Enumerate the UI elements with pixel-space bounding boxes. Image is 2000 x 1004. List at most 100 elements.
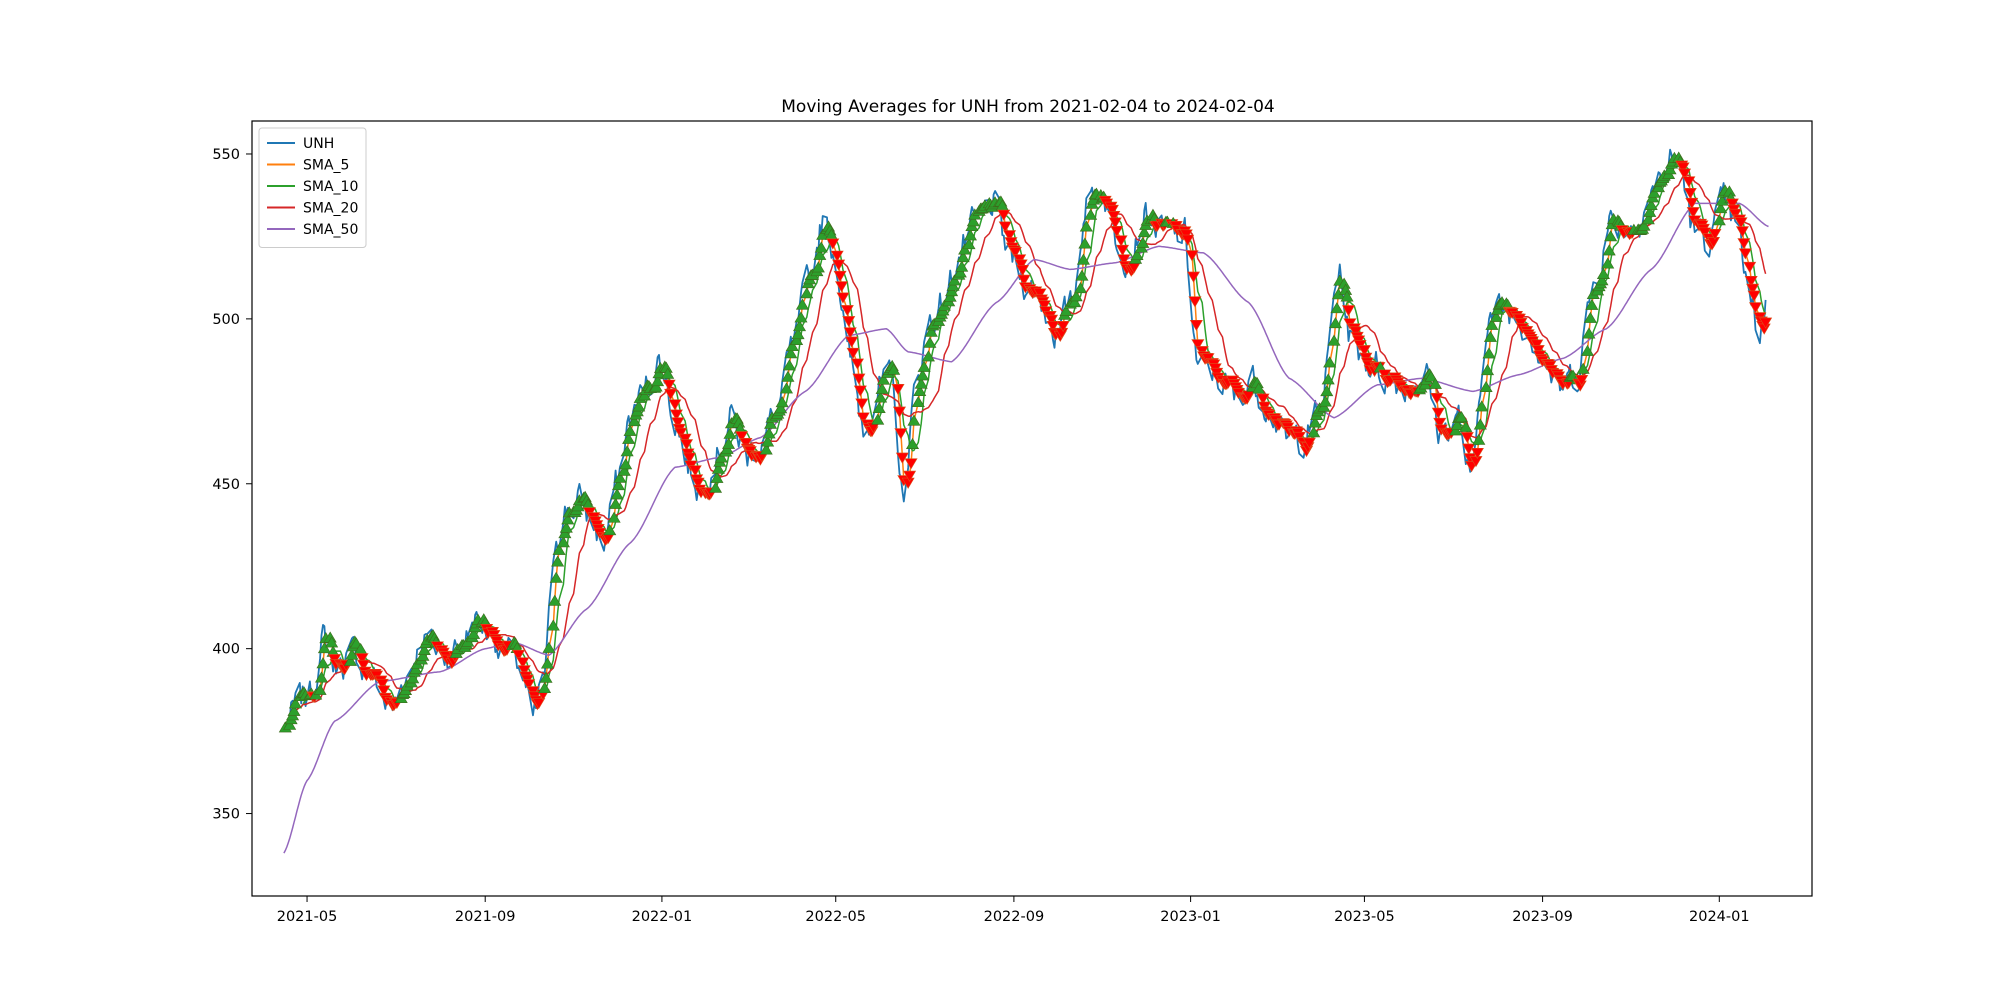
buy-marker xyxy=(1454,411,1468,423)
buy-marker xyxy=(723,427,737,439)
buy-marker xyxy=(1712,214,1726,226)
buy-marker xyxy=(315,671,329,683)
sell-marker xyxy=(1748,302,1763,314)
sell-marker xyxy=(1676,162,1690,174)
buy-marker xyxy=(947,274,962,286)
buy-marker xyxy=(540,657,555,669)
axes: 2021-05 2021-09 2022-01 2022-05 2022-09 2023-… xyxy=(212,120,1813,925)
buy-marker xyxy=(877,373,891,385)
buy-marker xyxy=(649,380,663,392)
buy-marker xyxy=(784,347,798,359)
buy-marker xyxy=(1479,380,1493,392)
buy-marker xyxy=(924,325,938,337)
buy-marker xyxy=(911,395,925,408)
sell-marker xyxy=(1357,345,1371,357)
buy-marker xyxy=(609,497,623,509)
buy-marker xyxy=(619,458,633,470)
sell-marker xyxy=(1056,320,1070,333)
buy-marker xyxy=(317,642,331,654)
buy-marker xyxy=(914,377,928,389)
buy-marker xyxy=(913,384,927,396)
buy-marker xyxy=(1583,311,1597,323)
buy-marker xyxy=(1580,344,1595,356)
sell-marker xyxy=(850,358,864,370)
legend-box xyxy=(258,127,367,248)
buy-marker xyxy=(613,471,627,483)
buy-marker xyxy=(1481,363,1495,376)
buy-marker xyxy=(610,488,624,500)
buy-marker xyxy=(790,333,804,345)
sell-marker xyxy=(894,428,908,440)
buy-marker xyxy=(1485,318,1499,330)
buy-marker xyxy=(1641,213,1655,225)
sell-marker xyxy=(904,458,918,470)
sell-marker xyxy=(662,379,676,391)
buy-marker xyxy=(620,445,634,457)
legend-label-sma-10: SMA_10 xyxy=(303,179,358,195)
x-tick-label: 2022-09 xyxy=(984,909,1045,925)
legend-label-sma-20: SMA_20 xyxy=(303,201,358,217)
sell-marker xyxy=(735,431,749,443)
sell-marker xyxy=(355,653,369,665)
x-tick-label: 2022-05 xyxy=(805,909,866,925)
sell-marker xyxy=(826,238,840,250)
sell-marker xyxy=(1292,431,1306,443)
buy-marker xyxy=(316,657,330,669)
sell-marker xyxy=(669,409,683,421)
buy-marker xyxy=(953,266,967,278)
sell-marker xyxy=(377,685,391,697)
buy-marker xyxy=(343,654,358,666)
buy-marker xyxy=(800,287,814,299)
sell-marker xyxy=(682,452,696,464)
x-tick-label: 2021-05 xyxy=(277,909,338,925)
x-tick-label: 2023-09 xyxy=(1512,909,1573,925)
buy-marker xyxy=(325,636,339,648)
buy-marker xyxy=(638,389,652,401)
buy-marker xyxy=(345,648,359,660)
sell-marker xyxy=(1181,234,1195,246)
buy-marker xyxy=(1076,253,1090,265)
sell-marker xyxy=(1685,197,1699,209)
y-tick-label: 500 xyxy=(212,312,240,328)
buy-marker xyxy=(714,451,728,463)
buy-marker xyxy=(1424,370,1438,382)
buy-marker xyxy=(814,241,828,253)
sell-marker xyxy=(1017,274,1031,286)
x-tick-label: 2024-01 xyxy=(1689,909,1750,925)
sell-marker xyxy=(832,259,846,271)
sell-marker xyxy=(855,398,869,410)
buy-marker xyxy=(1059,304,1073,316)
sell-marker xyxy=(1037,300,1051,312)
sell-marker xyxy=(835,281,849,293)
sell-marker xyxy=(1682,176,1696,188)
sell-marker xyxy=(1759,317,1773,329)
buy-marker xyxy=(1475,400,1489,412)
buy-marker xyxy=(813,248,827,260)
buy-marker xyxy=(651,374,665,387)
sell-marker xyxy=(680,439,694,451)
buy-marker xyxy=(1130,248,1144,260)
buy-marker xyxy=(1308,416,1322,428)
sell-marker xyxy=(1186,271,1201,283)
buy-marker xyxy=(1604,230,1618,242)
buy-marker xyxy=(907,414,921,426)
x-tick-label: 2023-01 xyxy=(1160,909,1221,925)
sell-marker xyxy=(1734,217,1748,229)
sell-marker xyxy=(1725,198,1739,210)
sell-marker xyxy=(1747,290,1761,302)
sell-marker xyxy=(1008,246,1022,259)
buy-marker xyxy=(1340,290,1354,302)
buy-marker xyxy=(1330,302,1344,314)
buy-marker xyxy=(1714,202,1728,214)
buy-marker xyxy=(622,432,636,444)
sell-marker xyxy=(1746,283,1760,295)
buy-marker xyxy=(943,290,957,302)
buy-marker xyxy=(1459,420,1473,432)
sell-marker xyxy=(1003,230,1017,242)
buy-marker xyxy=(1643,205,1657,217)
buy-marker xyxy=(1482,347,1496,359)
buy-marker xyxy=(1252,382,1266,394)
buy-marker xyxy=(416,649,430,661)
buy-marker xyxy=(611,478,625,491)
